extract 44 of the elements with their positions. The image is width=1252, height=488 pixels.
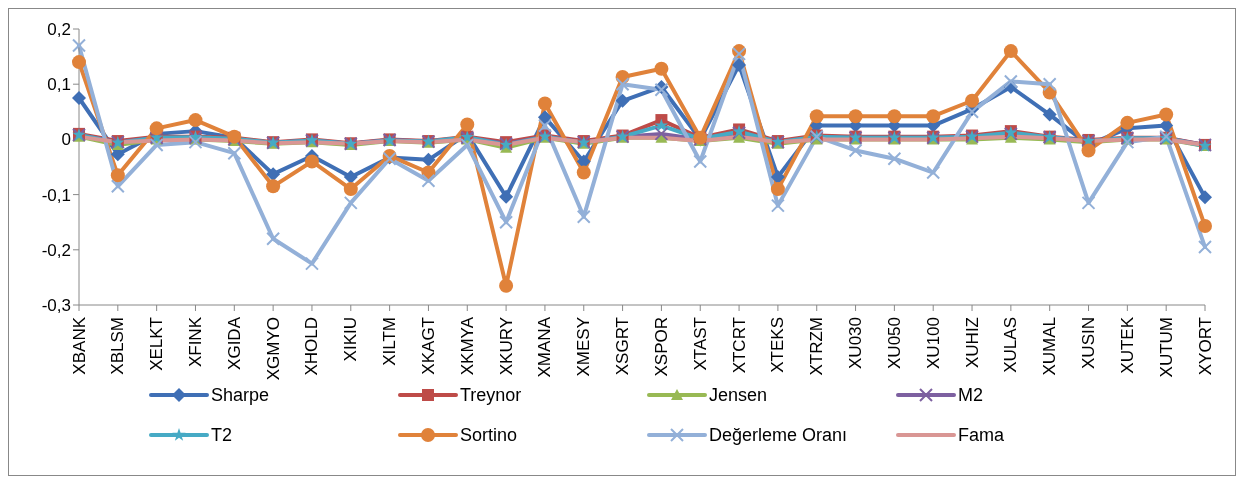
- x-tick-label: XUTUM: [1156, 317, 1176, 378]
- x-tick-label: XTEKS: [768, 317, 788, 373]
- x-tick-label: XTCRT: [729, 317, 749, 374]
- legend-label: Fama: [958, 424, 1005, 446]
- x-tick-label: XUHIZ: [962, 317, 982, 368]
- legend-label: Sharpe: [211, 384, 270, 406]
- x-tick-label: XYORT: [1195, 317, 1215, 376]
- x-tick-label: XBANK: [69, 316, 89, 375]
- x-tick-label: XU030: [846, 317, 866, 369]
- x-tick-label: XKURY: [496, 317, 516, 376]
- y-tick-label: 0,2: [47, 20, 71, 40]
- x-tick-label: XHOLD: [302, 317, 322, 376]
- x-tick-label: XKAGT: [418, 317, 438, 375]
- y-tick-label: 0,1: [47, 75, 71, 95]
- x-tick-label: XTRZM: [807, 317, 827, 376]
- x-tick-label: XULAS: [1001, 317, 1021, 373]
- legend-label: Treynor: [460, 384, 522, 406]
- x-tick-label: XGIDA: [224, 316, 244, 370]
- x-tick-label: XTAST: [690, 317, 710, 371]
- x-tick-label: XMESY: [574, 317, 594, 377]
- y-tick-label: -0,2: [41, 240, 71, 260]
- x-tick-label: XGMYO: [263, 317, 283, 381]
- legend-label: M2: [958, 384, 984, 406]
- x-tick-label: XBLSM: [108, 317, 128, 375]
- x-tick-label: XKMYA: [457, 316, 477, 376]
- x-tick-label: XUMAL: [1040, 317, 1060, 376]
- x-tick-label: XFINK: [185, 316, 205, 368]
- legend-label: Değerleme Oranı: [709, 424, 848, 446]
- x-tick-label: XSPOR: [651, 317, 671, 377]
- legend-label: T2: [211, 424, 233, 446]
- y-tick-label: -0,3: [41, 296, 71, 316]
- y-tick-label: 0: [61, 130, 71, 150]
- x-tick-label: XUTEK: [1117, 316, 1137, 374]
- x-tick-label: XMANA: [535, 316, 555, 378]
- legend-label: Sortino: [460, 424, 518, 446]
- x-tick-label: XUSIN: [1079, 317, 1099, 369]
- y-tick-label: -0,1: [41, 185, 71, 205]
- x-tick-label: XELKT: [147, 317, 167, 371]
- x-tick-label: XIKIU: [341, 317, 361, 362]
- legend-label: Jensen: [709, 384, 768, 406]
- x-tick-label: XU050: [884, 317, 904, 369]
- x-tick-label: XSGRT: [613, 317, 633, 376]
- x-tick-label: XU100: [923, 317, 943, 369]
- x-tick-label: XILTM: [380, 317, 400, 366]
